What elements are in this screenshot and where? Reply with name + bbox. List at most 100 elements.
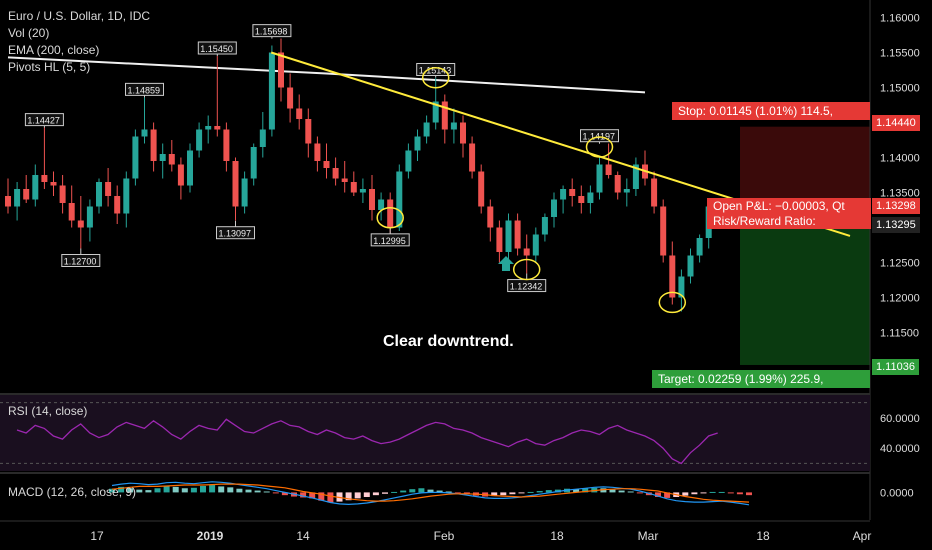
ema-indicator-label[interactable]: EMA (200, close) <box>8 43 100 57</box>
price-axis-tick: 1.11500 <box>880 328 919 340</box>
candle-body <box>23 189 30 200</box>
macd-histogram-bar <box>664 492 671 498</box>
pivot-label-text: 1.12342 <box>510 282 543 292</box>
macd-histogram-bar <box>736 492 743 495</box>
highlight-ellipse <box>658 291 687 314</box>
macd-histogram-bar <box>200 485 206 493</box>
macd-histogram-bar <box>354 492 361 499</box>
candle-body <box>159 154 166 161</box>
candle-body <box>41 175 48 182</box>
target-label[interactable]: Target: 0.02259 (1.99%) 225.9, <box>652 370 870 388</box>
macd-histogram-bar <box>190 487 197 493</box>
macd-histogram-bar <box>281 492 288 496</box>
candle-body <box>669 255 676 298</box>
pivot-label-text: 1.15450 <box>200 44 233 54</box>
candle-body <box>278 52 284 88</box>
candle-body <box>596 164 603 193</box>
candle-body <box>287 87 294 109</box>
volume-indicator-label[interactable]: Vol (20) <box>8 26 50 40</box>
macd-histogram-bar <box>136 489 143 493</box>
candle-body <box>305 119 312 144</box>
macd-histogram-bar <box>500 492 507 496</box>
risk-reward-label[interactable]: Risk/Reward Ratio: <box>707 213 871 229</box>
open-pnl-label[interactable]: Open P&L: −0.00003, Qt <box>707 198 871 214</box>
stop-price-tag: 1.14440 <box>872 115 920 131</box>
time-axis-tick: 18 <box>550 529 564 543</box>
candle-body <box>296 108 303 119</box>
macd-histogram-bar <box>272 492 279 494</box>
pivot-label-box <box>24 113 64 127</box>
rsi-pane-label[interactable]: RSI (14, close) <box>8 404 88 418</box>
candle-body <box>205 126 212 130</box>
candle-body <box>450 122 457 130</box>
macd-histogram-bar <box>600 488 607 493</box>
price-axis-tick: 1.14000 <box>880 153 920 165</box>
time-axis-tick: 2019 <box>197 529 224 543</box>
macd-histogram-bar <box>227 487 234 493</box>
price-axis-tick: 1.15000 <box>880 83 920 95</box>
stop-label[interactable]: Stop: 0.01145 (1.01%) 114.5, <box>672 102 870 120</box>
candle-body <box>432 101 439 123</box>
pivot-label-text: 1.12700 <box>64 257 97 267</box>
candle-body <box>387 199 394 228</box>
candle-body <box>5 196 11 207</box>
macd-histogram-bar <box>445 491 452 493</box>
time-axis-tick: 18 <box>756 529 770 543</box>
candle-body <box>187 150 193 186</box>
candle-body <box>59 185 66 203</box>
macd-histogram-bar <box>263 491 270 493</box>
pivot-label-box <box>125 82 164 96</box>
rsi-line <box>16 418 718 465</box>
candle-body <box>168 154 175 165</box>
candle-body <box>232 161 239 207</box>
candle-body <box>132 136 139 179</box>
macd-pane-label[interactable]: MACD (12, 26, close, 9) <box>8 485 137 499</box>
time-axis-tick: Feb <box>434 529 455 543</box>
chart-legend: Euro / U.S. Dollar, 1D, IDC Vol (20) EMA… <box>8 8 150 76</box>
candle-body <box>141 129 148 137</box>
macd-line <box>111 481 750 506</box>
macd-histogram-bar <box>627 491 634 493</box>
candle-body <box>678 276 685 298</box>
macd-histogram-bar <box>363 492 370 497</box>
symbol-title[interactable]: Euro / U.S. Dollar, 1D, IDC <box>8 9 151 23</box>
macd-axis-tick: 0.0000 <box>880 487 914 499</box>
candle-body <box>423 122 430 137</box>
long-arrow-icon <box>498 256 514 271</box>
pivots-indicator-label[interactable]: Pivots HL (5, 5) <box>8 60 91 74</box>
pane-separator-macd[interactable] <box>0 472 870 474</box>
candle-body <box>350 182 357 193</box>
candle-body <box>86 206 93 228</box>
macd-histogram-bar <box>718 491 725 493</box>
candle-body <box>623 189 630 193</box>
rsi-axis-tick: 60.0000 <box>880 413 920 425</box>
chart-annotation-text[interactable]: Clear downtrend. <box>383 333 514 350</box>
macd-histogram-bar <box>709 491 716 493</box>
macd-histogram-bar <box>655 492 661 497</box>
candle-body <box>241 178 248 207</box>
candle-body <box>651 178 658 207</box>
highlight-ellipse <box>585 136 614 158</box>
candle-body <box>323 161 330 168</box>
candle-body <box>359 189 366 193</box>
target-price-tag: 1.11036 <box>872 359 919 375</box>
pane-separator-rsi[interactable] <box>0 393 870 395</box>
price-axis-tick: 1.12500 <box>880 258 920 270</box>
candle-body <box>405 150 412 172</box>
macd-histogram-bar <box>509 492 516 495</box>
candle-body <box>369 189 375 210</box>
pivot-label-box <box>416 62 456 76</box>
macd-histogram-bar <box>691 492 698 495</box>
candle-body <box>259 129 266 147</box>
price-axis-tick: 1.12000 <box>880 293 920 305</box>
candle-body <box>569 189 576 196</box>
macd-histogram-bar <box>309 492 316 499</box>
macd-histogram-bar <box>727 492 734 494</box>
candle-body <box>605 164 612 175</box>
macd-histogram-bar <box>491 492 498 497</box>
candle-body <box>687 255 694 277</box>
candle-body <box>414 136 421 151</box>
pivot-label-box <box>197 41 237 55</box>
macd-histogram-bar <box>118 486 125 493</box>
